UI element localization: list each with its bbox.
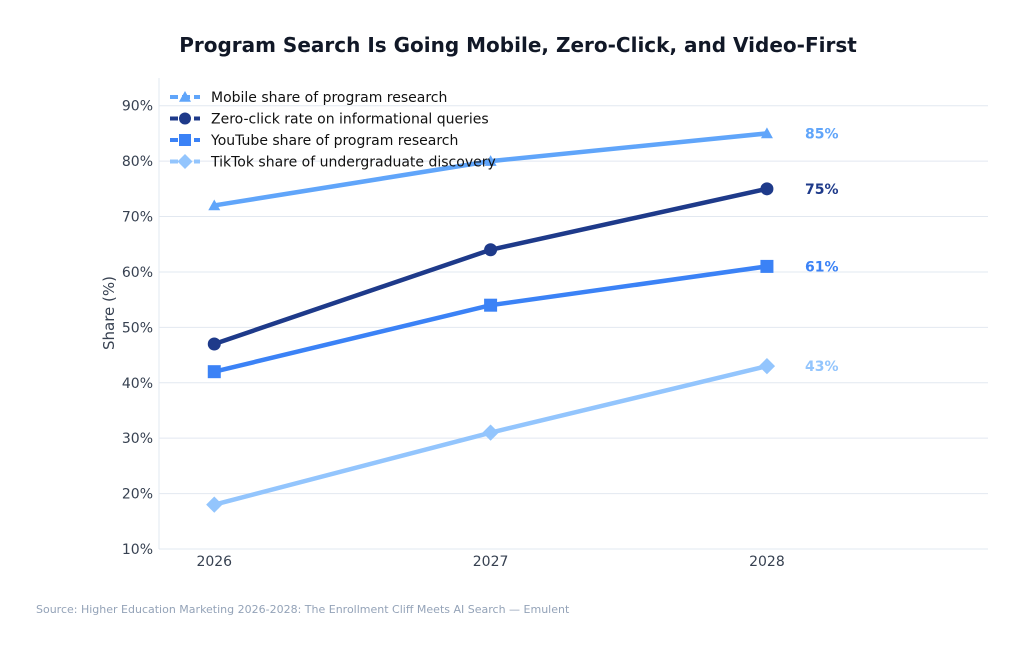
legend-marker: [179, 134, 191, 146]
legend-label: Zero-click rate on informational queries: [211, 112, 489, 128]
data-point: [484, 298, 498, 312]
legend-item: TikTok share of undergraduate discovery: [170, 154, 496, 171]
data-point: [758, 358, 776, 375]
end-value-label: 85%: [805, 126, 839, 142]
legend-item: Mobile share of program research: [170, 90, 447, 106]
y-tick-label: 60%: [122, 265, 153, 281]
data-point: [207, 337, 221, 351]
series-0: 85%: [208, 126, 839, 211]
series-line: [213, 264, 768, 374]
data-point: [482, 424, 499, 441]
legend-label: YouTube share of program research: [210, 133, 458, 149]
legend-item: YouTube share of program research: [170, 133, 458, 149]
chart-title: Program Search Is Going Mobile, Zero-Cli…: [179, 33, 857, 57]
data-point: [208, 199, 221, 211]
y-tick-label: 80%: [122, 154, 153, 170]
end-value-label: 43%: [805, 359, 839, 375]
y-axis-label: Share (%): [100, 276, 118, 350]
series-3: 43%: [206, 358, 839, 513]
x-tick-label: 2026: [196, 554, 232, 570]
data-point: [484, 243, 498, 257]
data-point: [760, 182, 774, 196]
x-tick-label: 2028: [749, 554, 785, 570]
y-tick-label: 10%: [122, 542, 153, 558]
series-line: [213, 186, 768, 347]
series-2: 61%: [207, 259, 839, 379]
data-point: [760, 127, 773, 139]
legend-item: Zero-click rate on informational queries: [170, 112, 489, 128]
end-value-label: 75%: [805, 182, 839, 198]
data-point: [206, 496, 223, 513]
legend-label: Mobile share of program research: [211, 90, 447, 106]
x-tick-label: 2027: [473, 554, 509, 570]
y-tick-label: 70%: [122, 210, 153, 226]
series-1: 75%: [207, 182, 839, 351]
y-tick-label: 40%: [122, 376, 153, 392]
data-point: [760, 259, 774, 273]
data-point: [207, 365, 221, 379]
legend-marker: [179, 91, 191, 102]
end-value-label: 61%: [805, 259, 839, 275]
y-tick-label: 30%: [122, 431, 153, 447]
legend-marker: [177, 154, 193, 169]
y-tick-label: 20%: [122, 487, 153, 503]
y-tick-label: 50%: [122, 320, 153, 336]
legend-marker: [179, 112, 191, 125]
source-note: Source: Higher Education Marketing 2026-…: [36, 603, 570, 616]
y-tick-label: 90%: [122, 99, 153, 115]
data-point: [484, 155, 497, 166]
legend-label: TikTok share of undergraduate discovery: [210, 155, 496, 171]
